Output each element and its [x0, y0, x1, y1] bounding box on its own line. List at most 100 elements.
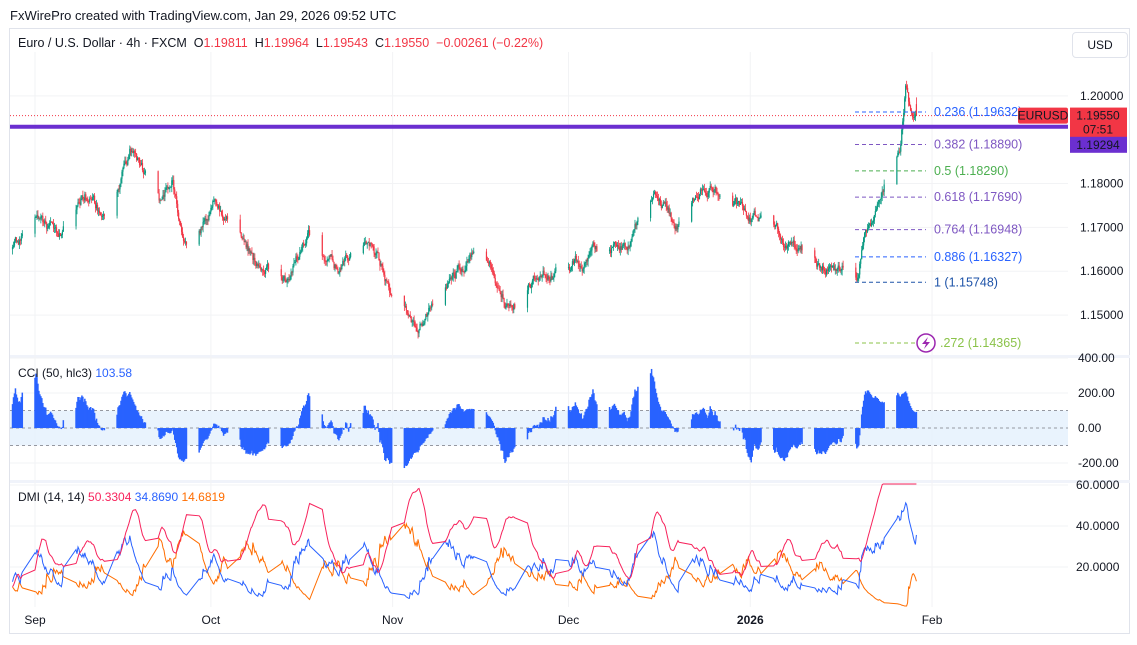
cci-bar: [82, 396, 84, 429]
candle: [157, 170, 159, 194]
candle-body: [595, 246, 597, 250]
candle: [428, 303, 430, 315]
candle: [576, 259, 578, 263]
candle-body: [338, 271, 340, 273]
candle: [608, 247, 611, 254]
candle: [789, 240, 791, 246]
candle-body: [623, 243, 625, 246]
cci-bar: [374, 428, 376, 430]
candle: [588, 251, 590, 259]
candle-body: [213, 200, 215, 202]
candle-body: [291, 272, 293, 274]
cci-bar: [446, 418, 449, 429]
candle-body: [576, 260, 578, 262]
candle-body: [627, 246, 629, 251]
candle: [281, 274, 283, 285]
candle-body: [904, 98, 906, 113]
candle-body: [243, 238, 245, 242]
cci-bar: [653, 381, 656, 429]
dmi-title[interactable]: DMI (14, 14): [18, 490, 85, 504]
candle: [242, 233, 244, 240]
candle: [553, 272, 555, 282]
candle: [627, 241, 629, 256]
cci-bar: [755, 428, 757, 449]
cci-bar: [245, 428, 247, 454]
cci-tick: 0.00: [1078, 421, 1102, 435]
candle: [164, 187, 166, 202]
time-tick: Feb: [922, 613, 943, 627]
candle: [19, 238, 21, 246]
candle-body: [292, 265, 294, 273]
candle-body: [587, 258, 589, 262]
candle-body: [301, 246, 303, 251]
candle: [626, 246, 628, 254]
candle: [13, 238, 16, 248]
cci-bar: [385, 428, 387, 462]
candle-body: [135, 153, 137, 154]
cci-bar: [333, 428, 335, 434]
candle: [345, 250, 347, 261]
cci-bar: [914, 412, 917, 429]
candle-body: [456, 268, 458, 273]
candle: [369, 242, 371, 247]
candle-body: [38, 217, 40, 219]
candle: [87, 196, 89, 204]
cci-bar: [858, 428, 860, 446]
candle-body: [308, 230, 310, 234]
cci-bar: [135, 409, 138, 429]
candle: [528, 282, 531, 288]
cci-bar: [39, 394, 41, 429]
candle: [589, 248, 591, 258]
candle: [872, 216, 875, 227]
candle-body: [469, 254, 471, 259]
candle: [876, 201, 878, 211]
cci-bar: [292, 428, 294, 437]
candle-body: [406, 310, 408, 314]
candle-body: [94, 195, 96, 203]
candle-body: [716, 192, 718, 194]
candle: [166, 185, 168, 190]
candle: [135, 148, 137, 158]
cci-bar: [220, 428, 223, 432]
candle-body: [93, 195, 95, 198]
candle-body: [349, 257, 351, 261]
candle: [587, 254, 589, 267]
candle: [513, 303, 515, 314]
candle-body: [882, 191, 884, 193]
candle: [129, 145, 131, 160]
cci-title[interactable]: CCI (50, hlc3): [18, 366, 93, 380]
cci-legend: CCI (50, hlc3) 103.58: [18, 366, 132, 380]
currency-button[interactable]: USD: [1072, 32, 1128, 58]
cci-bar: [380, 428, 382, 441]
candle: [779, 230, 781, 241]
candle-body: [92, 197, 94, 201]
candle: [675, 223, 677, 232]
cci-bar: [899, 396, 901, 429]
candle: [426, 312, 428, 317]
cci-bar: [88, 407, 91, 429]
candle: [835, 268, 837, 274]
candle: [128, 153, 130, 161]
candle-body: [165, 187, 167, 193]
candle: [535, 275, 537, 283]
candle: [419, 321, 421, 331]
candle-body: [617, 245, 619, 248]
symbol-description[interactable]: Euro / U.S. Dollar · 4h · FXCM: [18, 36, 187, 50]
candle: [782, 238, 785, 251]
cci-bar: [777, 428, 780, 455]
candle-body: [159, 199, 161, 201]
candle-body: [717, 193, 719, 196]
cci-bar: [83, 401, 85, 429]
cci-bar: [586, 408, 588, 429]
cci-bar: [139, 416, 142, 429]
candle: [340, 264, 342, 273]
candle-body: [470, 254, 472, 258]
candle: [321, 232, 323, 261]
cci-bar: [633, 396, 635, 429]
candle-body: [453, 272, 455, 275]
cci-bar: [178, 428, 181, 460]
candle-body: [785, 245, 788, 249]
candle-body: [464, 269, 466, 273]
candle-body: [344, 257, 346, 262]
